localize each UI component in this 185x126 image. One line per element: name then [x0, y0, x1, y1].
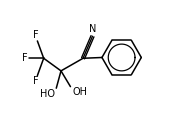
- Text: F: F: [33, 76, 39, 86]
- Text: F: F: [33, 30, 39, 40]
- Text: F: F: [21, 53, 27, 63]
- Text: N: N: [89, 24, 96, 34]
- Text: OH: OH: [72, 87, 87, 97]
- Text: HO: HO: [40, 89, 55, 99]
